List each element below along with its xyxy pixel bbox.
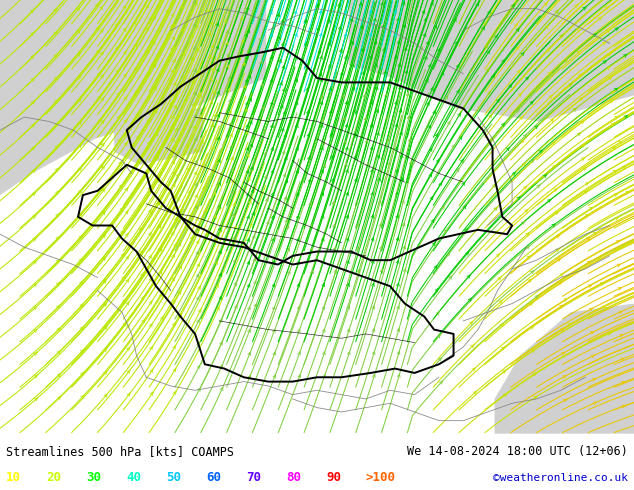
Text: Streamlines 500 hPa [kts] COAMPS: Streamlines 500 hPa [kts] COAMPS bbox=[6, 445, 235, 458]
Text: 80: 80 bbox=[286, 471, 301, 484]
Text: ©weatheronline.co.uk: ©weatheronline.co.uk bbox=[493, 472, 628, 483]
Polygon shape bbox=[349, 0, 634, 122]
Text: 30: 30 bbox=[86, 471, 101, 484]
Text: 60: 60 bbox=[206, 471, 221, 484]
Polygon shape bbox=[114, 108, 203, 165]
Text: 20: 20 bbox=[46, 471, 61, 484]
Text: 50: 50 bbox=[166, 471, 181, 484]
Polygon shape bbox=[0, 0, 266, 195]
Text: We 14-08-2024 18:00 UTC (12+06): We 14-08-2024 18:00 UTC (12+06) bbox=[407, 445, 628, 458]
Text: 10: 10 bbox=[6, 471, 22, 484]
Text: >100: >100 bbox=[366, 471, 396, 484]
Text: 40: 40 bbox=[126, 471, 141, 484]
Text: 70: 70 bbox=[246, 471, 261, 484]
Text: 90: 90 bbox=[326, 471, 341, 484]
Polygon shape bbox=[495, 304, 634, 434]
